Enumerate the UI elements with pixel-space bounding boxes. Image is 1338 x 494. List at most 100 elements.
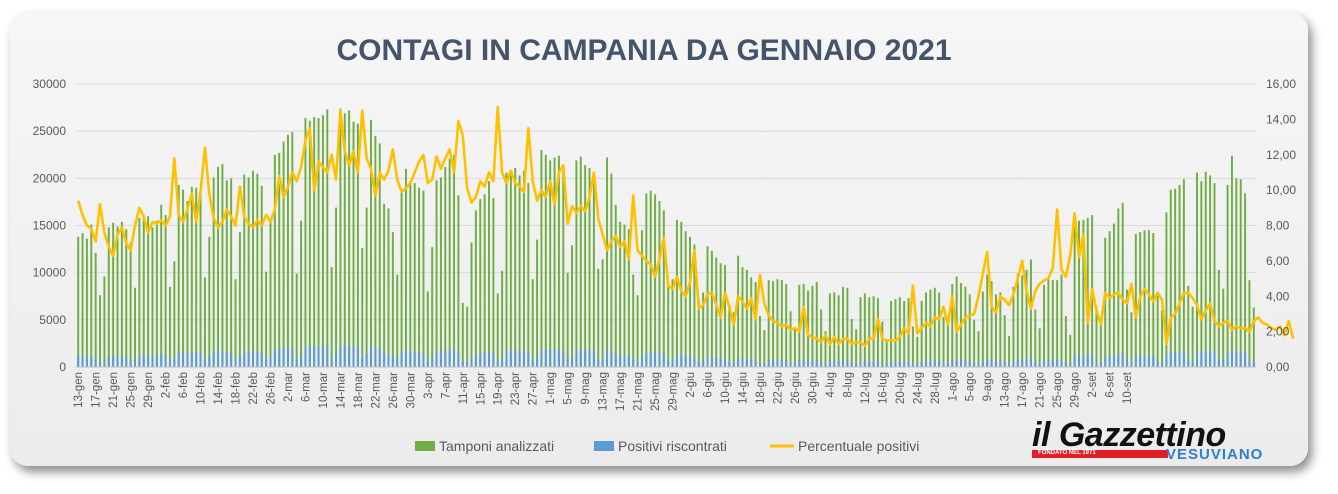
bar-tamponi (737, 255, 740, 367)
bar-positivi (291, 347, 294, 367)
y-right-tick-label: 4,00 (1266, 289, 1290, 303)
bar-positivi (1073, 355, 1076, 367)
x-tick-label: 6-set (1105, 371, 1117, 397)
bar-positivi (1099, 363, 1102, 367)
bar-tamponi (824, 331, 827, 367)
bar-tamponi (571, 245, 574, 367)
x-tick-label: 6-mar (300, 372, 312, 402)
bar-positivi (1121, 353, 1124, 367)
bar-positivi (409, 351, 412, 367)
x-tick-label: 13-ago (1000, 372, 1012, 408)
bar-tamponi (597, 268, 600, 367)
bar-positivi (1252, 362, 1255, 367)
bar-positivi (1169, 352, 1172, 367)
legend-label-positivi: Positivi riscontrati (618, 438, 727, 454)
bar-tamponi (1156, 292, 1159, 367)
bar-positivi (793, 363, 796, 367)
bar-positivi (247, 351, 250, 367)
bar-positivi (1244, 352, 1247, 367)
x-tick-label: 10-feb (196, 372, 208, 405)
bar-tamponi (321, 115, 324, 367)
bar-tamponi (557, 155, 560, 367)
bar-positivi (955, 359, 958, 367)
legend-swatch-tamponi (415, 441, 435, 451)
bar-positivi (645, 352, 648, 367)
bar-positivi (483, 352, 486, 367)
bar-tamponi (518, 175, 521, 367)
bar-positivi (295, 359, 298, 367)
bar-tamponi (252, 170, 254, 367)
bar-tamponi (212, 177, 215, 367)
bar-positivi (820, 362, 823, 367)
bar-tamponi (81, 233, 84, 367)
bar-positivi (811, 360, 814, 367)
bar-tamponi (1174, 188, 1177, 367)
bar-tamponi (863, 293, 866, 367)
bar-positivi (724, 358, 726, 367)
y-right-tick-label: 16,00 (1266, 77, 1296, 91)
bar-tamponi (1204, 171, 1207, 367)
bar-tamponi (77, 236, 80, 367)
bars-tamponi-analizzati (77, 108, 1255, 368)
bar-positivi (763, 363, 766, 367)
bar-positivi (907, 361, 910, 367)
bar-tamponi (601, 259, 604, 367)
bar-tamponi (881, 321, 884, 367)
bar-tamponi (361, 248, 364, 367)
x-tick-label: 24-lug (912, 372, 924, 404)
bar-positivi (680, 354, 683, 367)
bar-tamponi (833, 292, 836, 367)
bars-positivi-riscontrati (77, 345, 1255, 367)
x-tick-label: 20-lug (895, 372, 907, 404)
bar-tamponi (946, 324, 949, 367)
bar-positivi (112, 355, 115, 367)
bar-tamponi (103, 276, 106, 367)
bar-positivi (1191, 362, 1194, 367)
bar-tamponi (645, 193, 648, 367)
bar-positivi (413, 351, 416, 367)
bar-tamponi (1029, 259, 1032, 367)
bar-tamponi (94, 252, 97, 367)
bar-tamponi (431, 247, 434, 367)
bar-tamponi (1178, 184, 1181, 367)
x-tick-label: 26-feb (265, 372, 277, 405)
bar-tamponi (1121, 202, 1124, 367)
bar-tamponi (898, 297, 901, 367)
bar-positivi (103, 360, 106, 367)
bar-tamponi (1248, 280, 1251, 367)
bar-positivi (453, 349, 456, 367)
bar-tamponi (553, 157, 556, 367)
bar-positivi (422, 352, 425, 367)
bar-tamponi (745, 269, 748, 367)
bar-positivi (492, 352, 495, 367)
bar-tamponi (1056, 280, 1059, 367)
bar-positivi (536, 356, 539, 367)
y-left-tick-label: 25000 (33, 124, 67, 138)
x-tick-label: 14-mar (335, 372, 347, 409)
bar-positivi (1034, 362, 1037, 367)
bar-positivi (431, 357, 434, 367)
bar-tamponi (876, 298, 879, 367)
bar-positivi (868, 361, 871, 367)
x-tick-label: 2-set (1087, 371, 1099, 397)
bar-tamponi (295, 273, 298, 367)
bar-positivi (767, 359, 770, 367)
bar-positivi (1209, 351, 1212, 367)
bar-positivi (151, 355, 154, 367)
bar-positivi (531, 359, 534, 367)
x-tick-label: 16-lug (877, 372, 889, 404)
bar-positivi (470, 356, 473, 367)
bar-positivi (387, 353, 390, 367)
bar-tamponi (675, 219, 678, 367)
bar-positivi (1196, 350, 1198, 367)
bar-positivi (330, 358, 333, 367)
y-left-tick-label: 20000 (33, 171, 67, 185)
bar-tamponi (549, 160, 552, 367)
bar-tamponi (129, 242, 132, 367)
bar-positivi (1038, 363, 1041, 367)
x-tick-label: 2-feb (161, 372, 173, 398)
bar-tamponi (763, 330, 766, 367)
x-tick-label: 13-mag (598, 372, 610, 411)
bar-positivi (365, 353, 368, 367)
